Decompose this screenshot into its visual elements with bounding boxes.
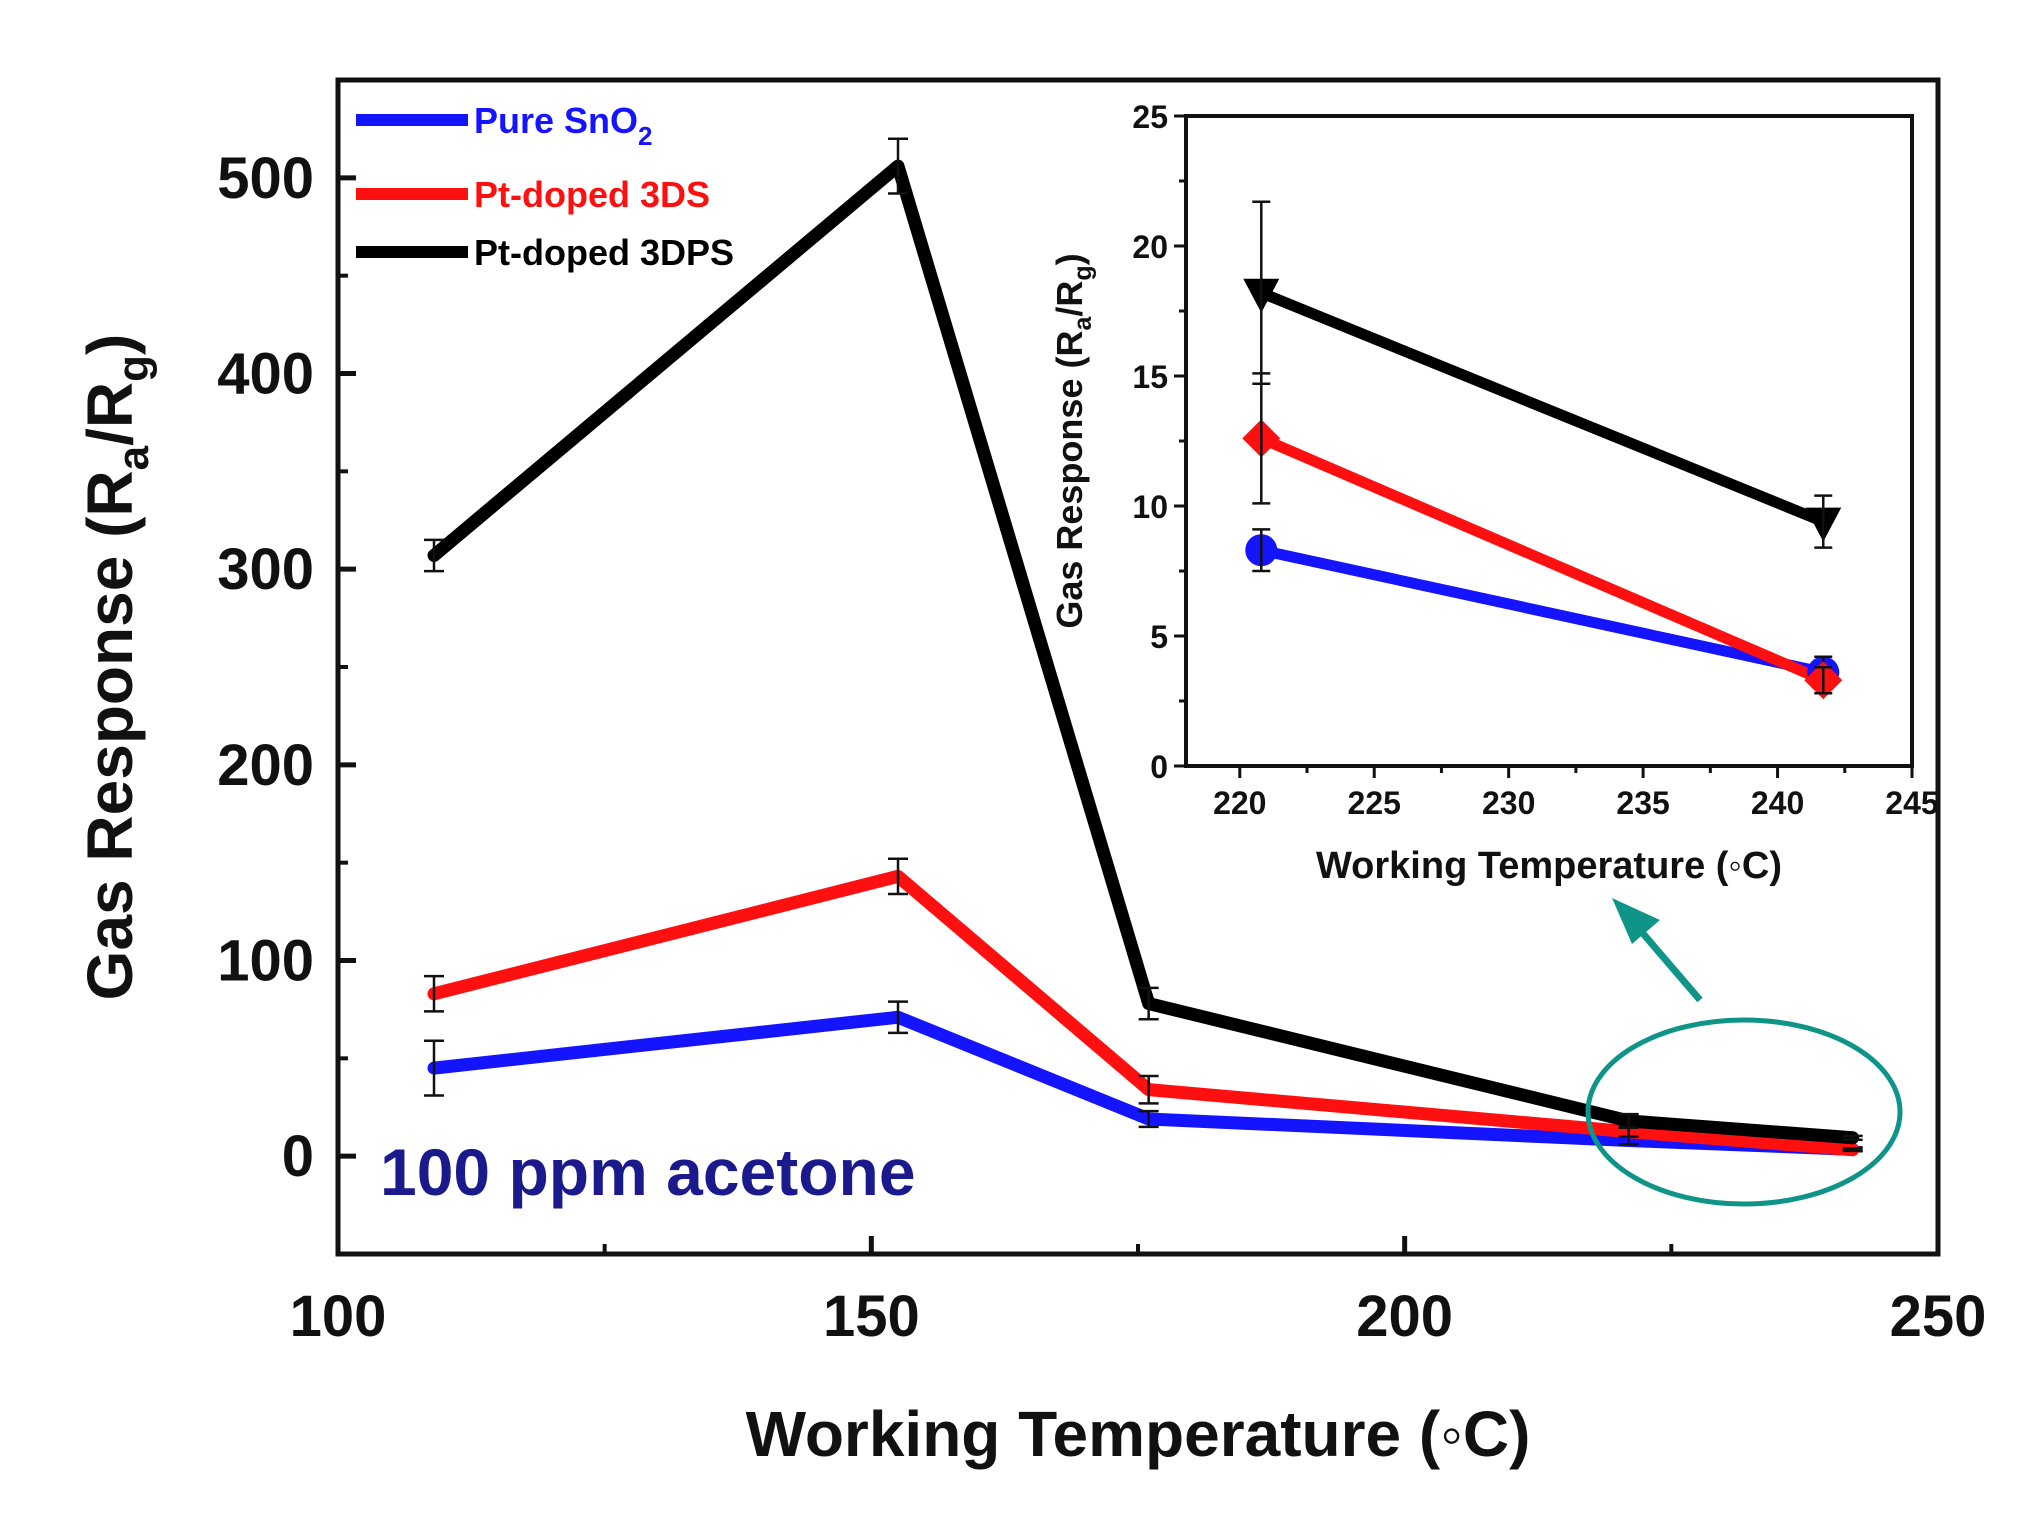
- zoom-arrow-shaft: [1637, 927, 1703, 1003]
- main-y-tick-label: 100: [217, 929, 314, 994]
- zoom-arrow-head: [1612, 898, 1660, 944]
- inset-series-line-0: [1255, 544, 1829, 678]
- main-y-tick-label: 300: [217, 537, 314, 602]
- main-y-tick-label: 400: [217, 342, 314, 407]
- inset-y-tick-label: 20: [1132, 229, 1168, 265]
- inset-x-tick-label: 235: [1616, 785, 1669, 821]
- main-x-axis-title: Working Temperature (◦C): [746, 1398, 1531, 1470]
- inset-x-tick-label: 245: [1885, 785, 1938, 821]
- main-y-tick-label: 500: [217, 146, 314, 211]
- concentration-annotation: 100 ppm acetone: [380, 1135, 916, 1209]
- inset-series-line-2: [1255, 287, 1829, 528]
- inset-x-tick-label: 220: [1213, 785, 1266, 821]
- inset-series-line-1: [1255, 432, 1829, 686]
- inset-y-tick-label: 25: [1132, 99, 1168, 135]
- main-x-tick-label: 250: [1890, 1284, 1987, 1349]
- inset-x-ticks: 220 225 230 235 240 245: [1213, 766, 1939, 821]
- inset-y-tick-label: 10: [1132, 489, 1168, 525]
- inset-x-tick-label: 240: [1751, 785, 1804, 821]
- inset-x-tick-label: 230: [1482, 785, 1535, 821]
- inset-y-tick-label: 5: [1150, 619, 1168, 655]
- zoom-region-ellipse: [1585, 1017, 1903, 1207]
- main-series-group: [424, 137, 1863, 1157]
- inset-y-ticks: 0 5 10 15 20 25: [1132, 99, 1186, 785]
- main-x-tick-label: 200: [1356, 1284, 1453, 1349]
- inset-x-tick-label: 225: [1348, 785, 1401, 821]
- main-y-tick-label: 0: [282, 1124, 314, 1189]
- legend-label-pt-3ds: Pt-doped 3DS: [474, 174, 710, 215]
- inset-y-axis-title: Gas Response (Ra/Rg): [1049, 253, 1097, 628]
- main-x-ticks: 100 150 200 250: [290, 1236, 1987, 1349]
- inset-y-tick-label: 0: [1150, 749, 1168, 785]
- main-x-tick-label: 100: [290, 1284, 387, 1349]
- inset-series-group: [1242, 200, 1843, 700]
- inset-x-axis-title: Working Temperature (◦C): [1316, 845, 1782, 887]
- main-y-ticks: 0 100 200 300 400 500: [217, 78, 356, 1256]
- main-y-tick-label: 200: [217, 733, 314, 798]
- legend: Pure SnO2 Pt-doped 3DS Pt-doped 3DPS: [356, 100, 734, 273]
- inset-plot-frame: [1184, 114, 1914, 768]
- inset-y-tick-label: 15: [1132, 359, 1168, 395]
- legend-label-pt-3dps: Pt-doped 3DPS: [474, 232, 734, 273]
- main-x-tick-label: 150: [823, 1284, 920, 1349]
- legend-label-pure-sno2: Pure SnO2: [474, 100, 653, 151]
- main-y-axis-title: Gas Response (Ra/Rg): [74, 334, 158, 1001]
